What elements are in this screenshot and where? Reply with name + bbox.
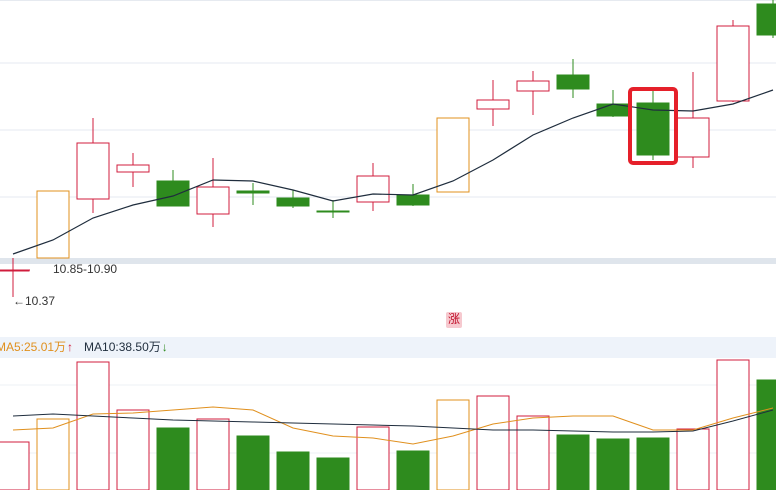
legend-arrow: ↑ <box>67 340 73 354</box>
badge <box>446 312 462 328</box>
annotation: ←10.37 <box>13 294 55 308</box>
candle-body <box>196 186 230 215</box>
volume-bar <box>716 359 750 490</box>
ma-line <box>12 89 774 255</box>
annotation: 涨 <box>448 311 460 326</box>
legend-label: MA10:38.50万 <box>84 340 161 354</box>
volume-bar <box>436 399 470 490</box>
volume-bar <box>196 418 230 490</box>
volume-bar <box>116 409 150 490</box>
candle-body <box>436 117 470 193</box>
candle-body <box>236 190 270 194</box>
candle-body <box>156 180 190 207</box>
candle-body <box>476 99 510 110</box>
volume-bar <box>356 426 390 490</box>
legend-arrow: ↓ <box>162 340 168 354</box>
volume-bar <box>0 441 30 490</box>
candle-body <box>516 80 550 92</box>
candle-body <box>676 117 710 158</box>
candle-body <box>316 210 350 213</box>
volume-bar <box>76 361 110 490</box>
candle-body <box>636 102 670 156</box>
candle-body <box>116 164 150 173</box>
price-panel <box>0 0 776 297</box>
annotation: 10.85-10.90 <box>53 262 117 276</box>
candle-body <box>356 175 390 203</box>
volume-bar <box>556 434 590 490</box>
volume-bar <box>236 435 270 490</box>
volume-panel <box>0 359 776 490</box>
candle-body <box>756 3 776 36</box>
volume-bar <box>316 457 350 490</box>
volume-bar <box>596 438 630 490</box>
volume-bar <box>756 379 776 490</box>
volume-bar <box>36 418 70 490</box>
legend-band <box>0 337 776 358</box>
volume-bar <box>676 428 710 490</box>
candle-body <box>716 25 750 102</box>
labels: 10.85-10.90 ←10.37 涨 MA5:25.01万 ↑ MA10:38.50万… <box>0 262 462 354</box>
volume-bar <box>156 427 190 490</box>
volume-ma-line <box>12 406 774 445</box>
volume-bar <box>476 395 510 490</box>
legend-label: MA5:25.01万 <box>0 340 66 354</box>
candle-body <box>76 142 110 200</box>
candle-body <box>36 190 70 259</box>
separator <box>0 258 776 264</box>
candle-body <box>396 194 430 206</box>
candle-body <box>556 74 590 90</box>
highlight-box <box>628 87 678 165</box>
volume-bar <box>636 437 670 490</box>
volume-bar <box>396 450 430 490</box>
volume-ma-line <box>12 409 774 433</box>
volume-bar <box>276 451 310 490</box>
candle-body <box>276 197 310 207</box>
volume-bar <box>516 415 550 490</box>
